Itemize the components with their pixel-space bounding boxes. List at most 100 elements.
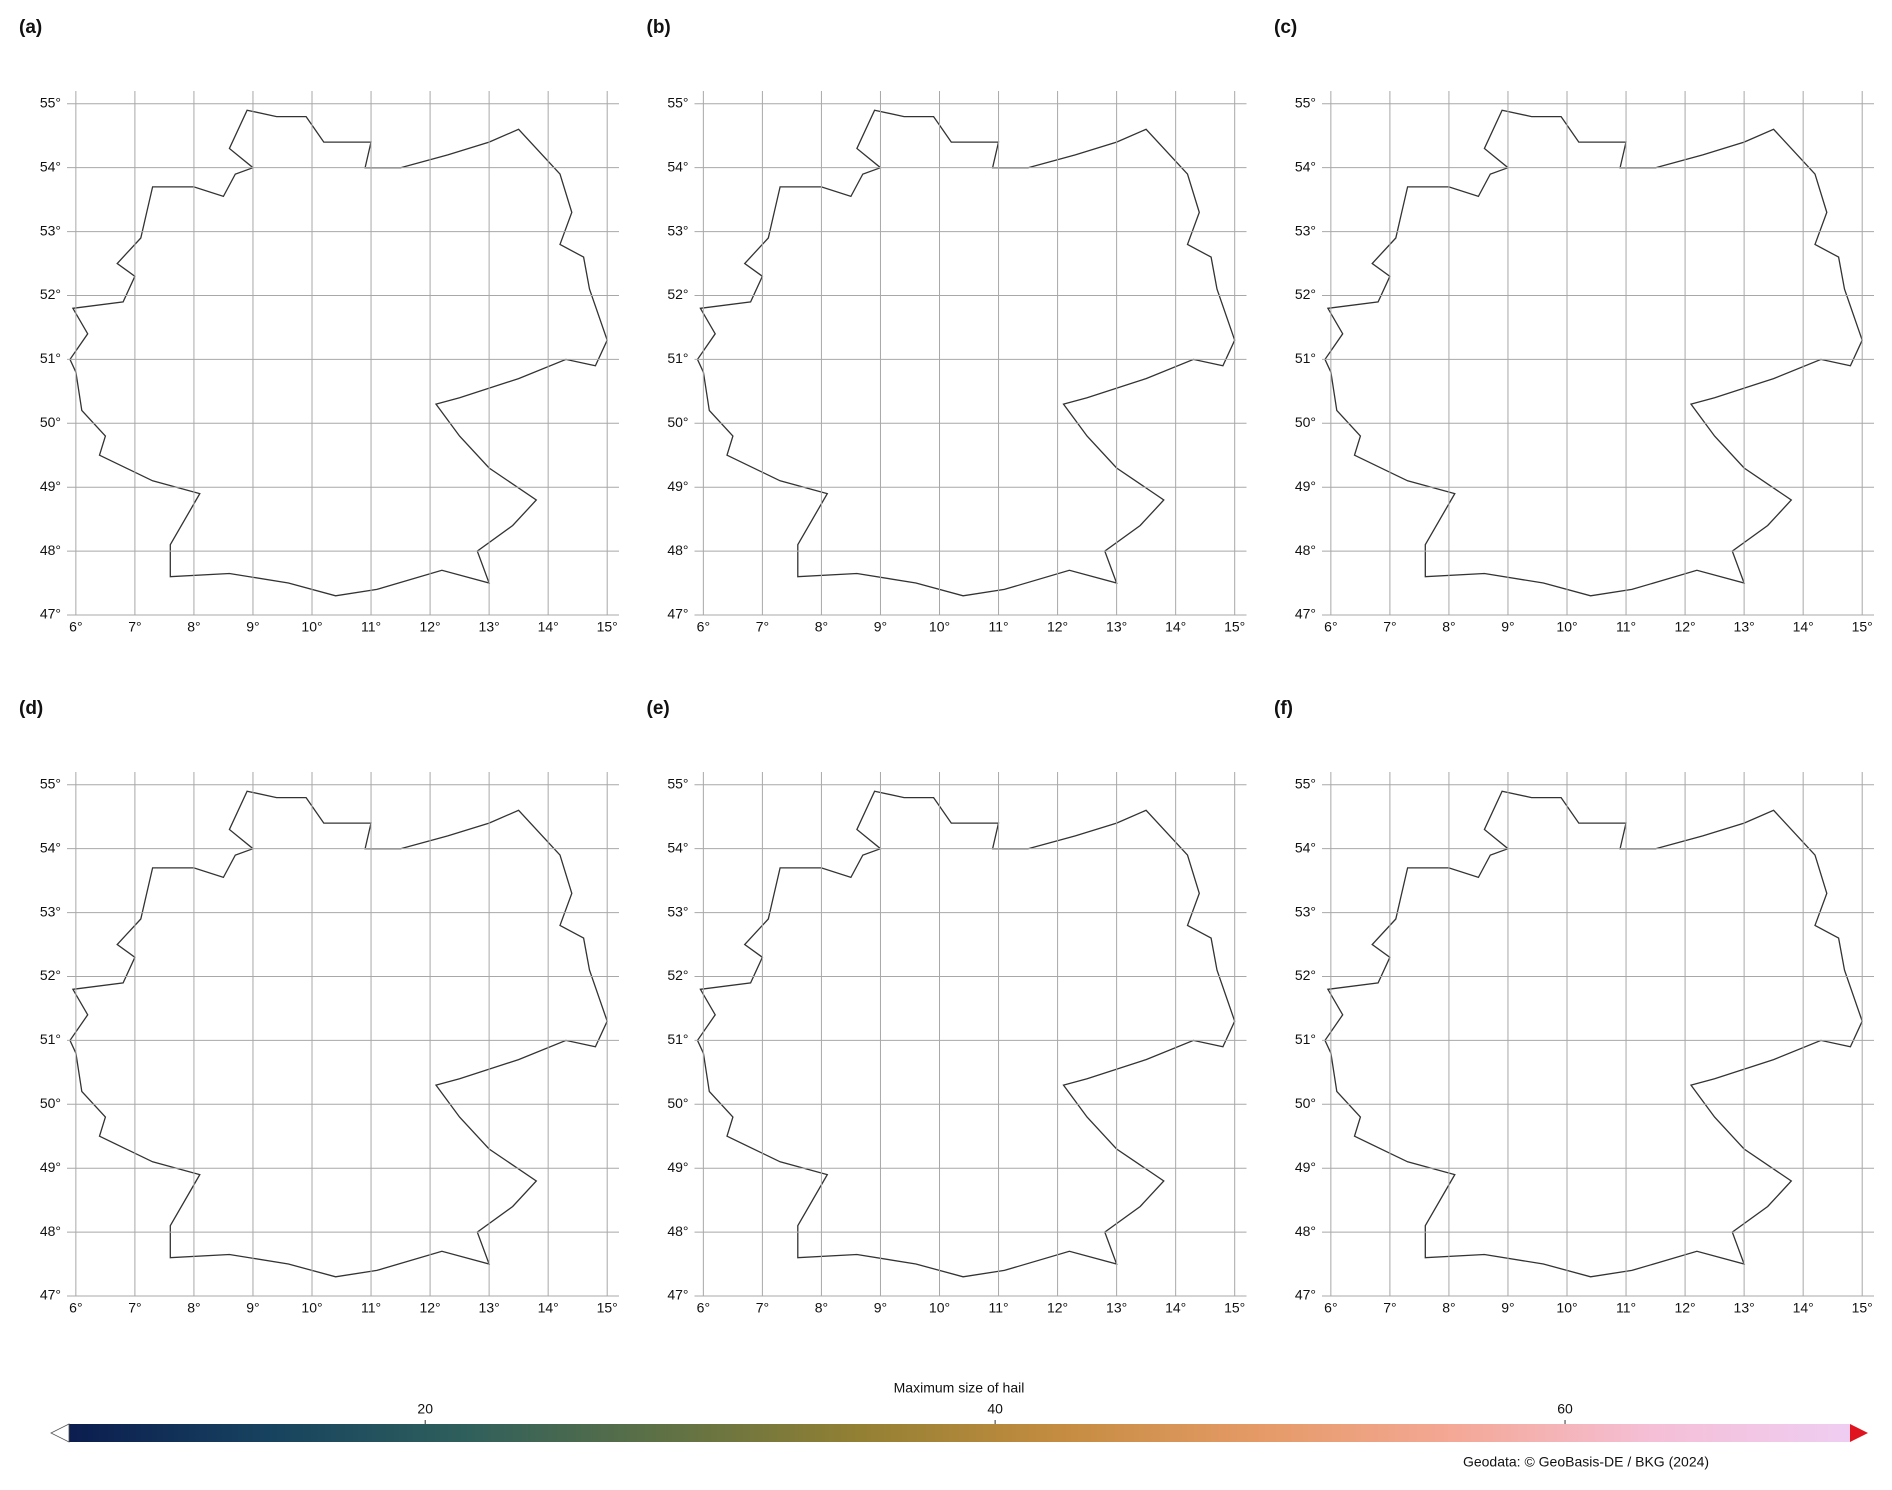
lon-tick-label: 6° (69, 619, 82, 635)
lon-tick-label: 8° (1442, 619, 1455, 635)
colorbar-title: Maximum size of hail (894, 1380, 1025, 1396)
lon-tick-label: 12° (1674, 619, 1695, 635)
lat-tick-label: 47° (1295, 1287, 1316, 1303)
lon-tick-label: 11° (1616, 1300, 1636, 1316)
lat-tick-label: 54° (667, 839, 688, 855)
panel-label: (c) (1274, 17, 1297, 38)
lon-tick-label: 9° (246, 1300, 259, 1316)
lat-tick-label: 48° (1295, 542, 1316, 558)
panel-label: (d) (19, 698, 43, 719)
lon-tick-label: 8° (187, 1300, 200, 1316)
lat-tick-label: 54° (40, 839, 61, 855)
lat-tick-label: 52° (667, 286, 688, 302)
lon-tick-label: 10° (1556, 1300, 1577, 1316)
lat-tick-label: 52° (1295, 967, 1316, 983)
lat-tick-label: 55° (40, 94, 61, 110)
country-outline (69, 790, 608, 1278)
lat-tick-label: 50° (40, 1095, 61, 1111)
map-panel: (a) 6° 7° 8° 9° 10° 11° 12° 13° 14° 15° 47° 48° 49° 50… (19, 17, 619, 635)
lat-tick-label: 48° (1295, 1223, 1316, 1239)
lat-tick-label: 55° (667, 94, 688, 110)
lon-tick-label: 11° (988, 619, 1008, 635)
lat-tick-label: 52° (1295, 286, 1316, 302)
lat-tick-label: 48° (40, 542, 61, 558)
map-panel: (e) 6° 7° 8° 9° 10° 11° 12° 13° 14° 15° 47° 48° 49° 50… (647, 698, 1247, 1316)
lat-tick-label: 50° (1295, 1095, 1316, 1111)
panel-label: (a) (19, 17, 42, 38)
lat-tick-label: 47° (667, 1287, 688, 1303)
lon-tick-label: 15° (1224, 1300, 1245, 1316)
lon-tick-label: 13° (479, 1300, 500, 1316)
lon-tick-label: 14° (538, 619, 559, 635)
lat-tick-label: 55° (1295, 775, 1316, 791)
lon-tick-label: 13° (1106, 619, 1127, 635)
lon-tick-label: 8° (1442, 1300, 1455, 1316)
lon-tick-label: 9° (246, 619, 259, 635)
country-outline (1324, 790, 1863, 1278)
lat-tick-label: 49° (40, 478, 61, 494)
lon-tick-label: 11° (1616, 619, 1636, 635)
lon-tick-label: 14° (1165, 619, 1186, 635)
lat-tick-label: 50° (40, 414, 61, 430)
lat-tick-label: 55° (1295, 94, 1316, 110)
lon-tick-label: 12° (419, 1300, 440, 1316)
lon-tick-label: 7° (128, 619, 141, 635)
lat-tick-label: 51° (1295, 350, 1316, 366)
lon-tick-label: 9° (1501, 619, 1514, 635)
lon-tick-label: 13° (1106, 1300, 1127, 1316)
colorbar-tick-label: 40 (987, 1401, 1003, 1417)
lon-tick-label: 12° (419, 619, 440, 635)
lon-tick-label: 12° (1047, 1300, 1068, 1316)
colorbar-tick-label: 20 (417, 1401, 433, 1417)
lat-tick-label: 54° (40, 158, 61, 174)
lon-tick-label: 15° (597, 619, 618, 635)
map-panel: (d) 6° 7° 8° 9° 10° 11° 12° 13° 14° 15° 47° 48° 49° 50… (19, 698, 619, 1316)
lon-tick-label: 6° (697, 1300, 710, 1316)
country-outline (696, 109, 1236, 597)
panel-label: (e) (647, 698, 670, 719)
lat-tick-label: 54° (1295, 839, 1316, 855)
lat-tick-label: 47° (1295, 606, 1316, 622)
lat-tick-label: 54° (1295, 158, 1316, 174)
panel-label: (b) (647, 17, 671, 38)
lat-tick-label: 48° (667, 542, 688, 558)
lon-tick-label: 15° (1852, 619, 1873, 635)
colorbar-tick-label: 60 (1557, 1401, 1573, 1417)
lon-tick-label: 10° (301, 1300, 322, 1316)
lat-tick-label: 48° (667, 1223, 688, 1239)
lat-tick-label: 49° (1295, 478, 1316, 494)
lon-tick-label: 11° (361, 1300, 381, 1316)
lon-tick-label: 7° (128, 1300, 141, 1316)
lon-tick-label: 7° (756, 1300, 769, 1316)
lon-tick-label: 9° (1501, 1300, 1514, 1316)
lon-tick-label: 14° (538, 1300, 559, 1316)
lon-tick-label: 8° (187, 619, 200, 635)
country-outline (696, 790, 1236, 1278)
map-panel: (f) 6° 7° 8° 9° 10° 11° 12° 13° 14° 15° 47° 48° 49° 50… (1274, 698, 1874, 1316)
lon-tick-label: 11° (988, 1300, 1008, 1316)
lat-tick-label: 49° (40, 1159, 61, 1175)
lon-tick-label: 6° (697, 619, 710, 635)
lat-tick-label: 53° (667, 222, 688, 238)
lon-tick-label: 13° (1734, 1300, 1755, 1316)
lat-tick-label: 49° (667, 1159, 688, 1175)
lat-tick-label: 47° (40, 606, 61, 622)
lat-tick-label: 53° (1295, 903, 1316, 919)
lat-tick-label: 53° (40, 222, 61, 238)
lon-tick-label: 13° (479, 619, 500, 635)
lat-tick-label: 51° (667, 1031, 688, 1047)
lat-tick-label: 53° (1295, 222, 1316, 238)
lat-tick-label: 54° (667, 158, 688, 174)
lon-tick-label: 12° (1674, 1300, 1695, 1316)
lat-tick-label: 49° (1295, 1159, 1316, 1175)
country-outline (69, 109, 608, 597)
lon-tick-label: 15° (1224, 619, 1245, 635)
lon-tick-label: 6° (1324, 619, 1337, 635)
lat-tick-label: 49° (667, 478, 688, 494)
lat-tick-label: 50° (667, 1095, 688, 1111)
lon-tick-label: 15° (597, 1300, 618, 1316)
lat-tick-label: 51° (40, 1031, 61, 1047)
lat-tick-label: 55° (40, 775, 61, 791)
lat-tick-label: 52° (40, 286, 61, 302)
